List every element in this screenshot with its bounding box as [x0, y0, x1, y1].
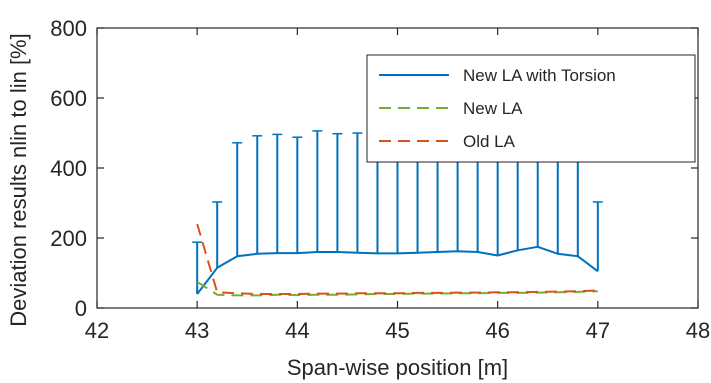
y-axis-title: Deviation results nlin to lin [%]: [6, 33, 31, 326]
y-tick-label: 600: [50, 86, 87, 111]
series-line-0: [196, 245, 599, 295]
x-tick-label: 48: [686, 318, 710, 343]
x-tick-label: 43: [185, 318, 209, 343]
series-line-2: [196, 223, 598, 295]
y-tick-label: 0: [75, 296, 87, 321]
x-tick-label: 47: [586, 318, 610, 343]
x-tick-label: 42: [85, 318, 109, 343]
legend: New LA with Torsion New LA Old LA: [366, 54, 696, 163]
y-tick-label: 400: [50, 156, 87, 181]
y-tick-label: 200: [50, 226, 87, 251]
legend-label: New LA: [463, 99, 523, 118]
x-tick-label: 45: [385, 318, 409, 343]
legend-label: Old LA: [463, 132, 516, 151]
x-tick-label: 44: [285, 318, 309, 343]
series-2: [196, 223, 598, 295]
x-tick-label: 46: [485, 318, 509, 343]
x-axis-title: Span-wise position [m]: [287, 355, 508, 380]
y-tick-label: 800: [50, 16, 87, 41]
legend-label: New LA with Torsion: [463, 66, 616, 85]
